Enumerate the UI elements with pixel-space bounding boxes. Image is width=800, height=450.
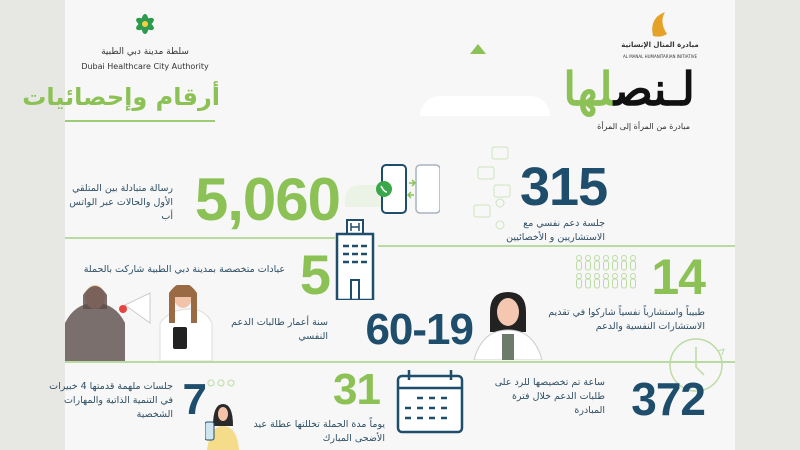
people-icon [576, 255, 636, 289]
stat-text-consultations: جلسة دعم نفسي مع الاستشاريين و الأخصائيي… [506, 218, 605, 243]
divider [378, 245, 735, 247]
almanal-logo-icon [652, 12, 667, 37]
stat-text-sessions: جلسات ملهمة قدمتها 4 خبيرات في التنمية ا… [49, 381, 173, 420]
clock-icon [669, 338, 725, 392]
campaign-logo-dark: لـنص [613, 63, 695, 115]
stat-value-doctors: 14 [651, 249, 706, 305]
stat-value-clinics: 5 [299, 243, 331, 306]
stat-value-sessions: 7 [182, 375, 207, 424]
stat-text-doctors: طبيباً واستشارياً نفسياً شاركوا في تقديم… [548, 307, 705, 332]
doctor-illustration [473, 292, 543, 360]
almanal-name-en: AL MANAL HUMANITARIAN INITIATIVE [622, 54, 698, 59]
calendar-icon [396, 370, 464, 434]
women-megaphone-illustration [65, 285, 213, 361]
cloud-decoration [420, 96, 550, 116]
stat-text-messages: رسالة متبادلة بين المتلقي الأول والحالات… [69, 183, 173, 222]
hospital-building-icon [335, 219, 375, 300]
stat-value-ages: 60-19 [365, 305, 474, 354]
woman-phone-illustration [205, 379, 239, 450]
page-title: أرقام وإحصائيات [22, 83, 220, 111]
stat-value-days: 31 [333, 365, 381, 414]
stat-value-consultations: 315 [520, 157, 608, 217]
campaign-tagline: مبادرة من المرأة إلى المرأة [597, 122, 690, 131]
divider [65, 237, 335, 239]
dhca-name-en: Dubai Healthcare City Authority [81, 62, 209, 71]
stat-text-clinics: عيادات متخصصة بمدينة دبي الطبية شاركت با… [83, 264, 285, 275]
dhca-name-ar: سلطة مدينة دبي الطبية [101, 47, 189, 57]
campaign-logo: لـنصلها [430, 62, 695, 116]
triangle-decoration [470, 44, 486, 54]
stat-value-hours: 372 [631, 373, 706, 425]
almanal-name-ar: مبادرة المنال الإنسانية [621, 41, 699, 49]
campaign-logo-green: لها [563, 63, 614, 115]
stat-text-hours: ساعة تم تخصيصها للرد على طلبات الدعم خلا… [494, 377, 605, 416]
stat-value-messages: 5,060 [194, 166, 341, 233]
stat-text-ages: سنة أعمار طالبات الدعم النفسي [231, 317, 328, 342]
stat-text-days: يوماً مدة الحملة تخللتها عطلة عيد الأضحى… [253, 419, 385, 444]
divider [65, 361, 735, 363]
dhca-logo-icon [136, 14, 154, 34]
title-underline [65, 120, 215, 122]
whatsapp-phones-icon [376, 164, 440, 214]
infographic [65, 0, 735, 450]
chat-people-icon [473, 146, 511, 230]
